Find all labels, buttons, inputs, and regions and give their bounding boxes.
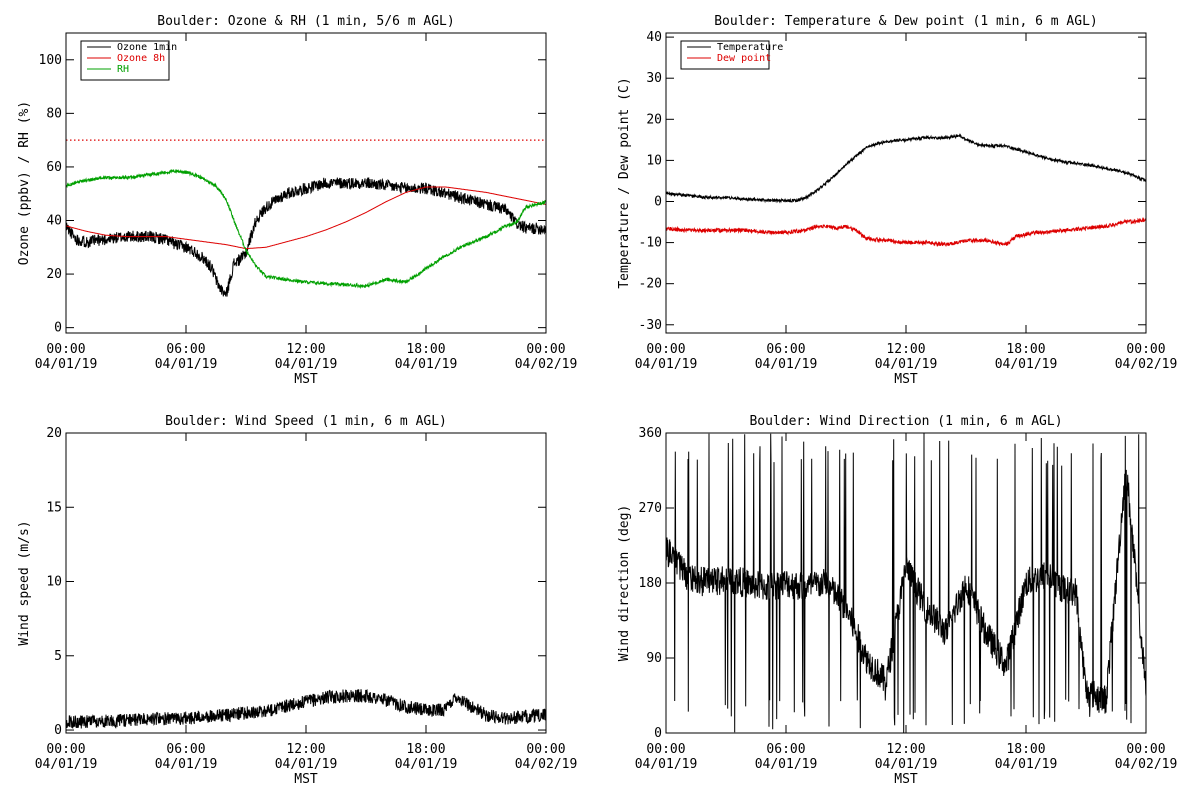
x-tick-label-date: 04/02/19: [515, 757, 578, 772]
x-tick-label-date: 04/02/19: [1115, 357, 1178, 372]
x-tick-label-date: 04/02/19: [1115, 757, 1178, 772]
x-tick-label-time: 18:00: [1006, 342, 1045, 357]
chart-panel-1: Boulder: Ozone & RH (1 min, 5/6 m AGL) 0 2…: [17, 14, 577, 387]
legend-label: RH: [117, 64, 129, 75]
series-line-2: [66, 186, 546, 250]
x-tick-label-date: 04/01/19: [755, 357, 818, 372]
y-tick-label: 0: [654, 726, 662, 741]
y-tick-label: 80: [46, 106, 62, 121]
x-tick-label-time: 12:00: [286, 342, 325, 357]
x-tick-label-time: 00:00: [646, 742, 685, 757]
legend-label: Dew point: [717, 53, 771, 64]
x-tick-label-time: 00:00: [1126, 742, 1165, 757]
x-tick-label-date: 04/01/19: [155, 357, 218, 372]
series-line-1: [66, 688, 546, 729]
chart-title: Boulder: Wind Speed (1 min, 6 m AGL): [165, 414, 447, 429]
x-tick-label-time: 18:00: [1006, 742, 1045, 757]
x-tick-label-time: 12:00: [886, 742, 925, 757]
chart-title: Boulder: Ozone & RH (1 min, 5/6 m AGL): [157, 14, 454, 29]
y-tick-label: 30: [646, 71, 662, 86]
y-tick-label: 20: [46, 426, 62, 441]
x-tick-label-time: 06:00: [166, 342, 205, 357]
legend-label: Ozone 1min: [117, 42, 177, 53]
x-tick-label-time: 12:00: [886, 342, 925, 357]
x-tick-label-date: 04/01/19: [995, 757, 1058, 772]
y-tick-label: -30: [639, 318, 662, 333]
y-axis-label: Temperature / Dew point (C): [617, 77, 632, 288]
series-line-2: [666, 217, 1146, 247]
x-tick-label-date: 04/01/19: [395, 357, 458, 372]
y-tick-label: 10: [46, 575, 62, 590]
plot-frame: [665, 32, 1147, 334]
x-tick-label-time: 12:00: [286, 742, 325, 757]
x-tick-label-date: 04/01/19: [875, 757, 938, 772]
y-tick-label: 90: [646, 651, 662, 666]
x-tick-label-date: 04/01/19: [395, 757, 458, 772]
y-axis-label: Wind speed (m/s): [17, 520, 32, 645]
y-tick-label: 10: [646, 153, 662, 168]
x-tick-label-time: 00:00: [46, 342, 85, 357]
chart-panel-3: Boulder: Wind Speed (1 min, 6 m AGL) 0 5 10…: [17, 414, 577, 787]
x-tick-label-date: 04/01/19: [155, 757, 218, 772]
chart-panel-2: Boulder: Temperature & Dew point (1 min,…: [617, 14, 1177, 387]
y-tick-label: -20: [639, 277, 662, 292]
series-line-1: [666, 133, 1146, 204]
x-tick-label-date: 04/01/19: [755, 757, 818, 772]
y-tick-label: 180: [639, 576, 662, 591]
y-tick-label: 0: [654, 194, 662, 209]
chart-title: Boulder: Temperature & Dew point (1 min,…: [714, 14, 1098, 29]
x-tick-label-time: 06:00: [766, 742, 805, 757]
legend-box: [680, 40, 770, 70]
y-tick-label: 0: [54, 321, 62, 336]
x-tick-label-time: 06:00: [166, 742, 205, 757]
series-line-1: [666, 433, 1146, 733]
x-tick-label-date: 04/01/19: [875, 357, 938, 372]
legend-label: Temperature: [717, 42, 783, 53]
x-tick-label-date: 04/01/19: [995, 357, 1058, 372]
x-tick-label-time: 00:00: [526, 342, 565, 357]
y-tick-label: 270: [639, 501, 662, 516]
chart-panel-4: Boulder: Wind Direction (1 min, 6 m AGL)…: [617, 414, 1177, 787]
x-axis-label: MST: [894, 372, 918, 387]
y-tick-label: 20: [46, 267, 62, 282]
y-tick-label: 20: [646, 112, 662, 127]
y-axis-label: Ozone (ppbv) / RH (%): [17, 101, 32, 265]
x-tick-label-time: 18:00: [406, 742, 445, 757]
y-tick-label: -10: [639, 236, 662, 251]
y-tick-label: 40: [646, 30, 662, 45]
x-tick-label-date: 04/01/19: [275, 757, 338, 772]
y-tick-label: 5: [54, 649, 62, 664]
x-tick-label-time: 00:00: [646, 342, 685, 357]
legend-label: Ozone 8h: [117, 53, 165, 64]
y-axis-label: Wind direction (deg): [617, 505, 632, 662]
x-tick-label-date: 04/01/19: [635, 357, 698, 372]
y-tick-label: 360: [639, 426, 662, 441]
plot-frame: [65, 432, 547, 734]
x-tick-label-time: 00:00: [526, 742, 565, 757]
x-tick-label-time: 18:00: [406, 342, 445, 357]
x-axis-label: MST: [294, 372, 318, 387]
x-tick-label-date: 04/01/19: [635, 757, 698, 772]
x-tick-label-time: 00:00: [46, 742, 85, 757]
x-tick-label-time: 00:00: [1126, 342, 1165, 357]
series-line-3: [66, 168, 546, 290]
y-tick-label: 15: [46, 500, 62, 515]
y-tick-label: 40: [46, 214, 62, 229]
y-tick-label: 0: [54, 723, 62, 738]
x-axis-label: MST: [294, 772, 318, 787]
x-tick-label-date: 04/01/19: [35, 357, 98, 372]
x-tick-label-date: 04/01/19: [35, 757, 98, 772]
x-tick-label-date: 04/02/19: [515, 357, 578, 372]
y-tick-label: 60: [46, 160, 62, 175]
series-line-1: [66, 177, 546, 298]
x-tick-label-time: 06:00: [766, 342, 805, 357]
x-tick-label-date: 04/01/19: [275, 357, 338, 372]
x-axis-label: MST: [894, 772, 918, 787]
chart-title: Boulder: Wind Direction (1 min, 6 m AGL): [749, 414, 1062, 429]
y-tick-label: 100: [39, 53, 62, 68]
